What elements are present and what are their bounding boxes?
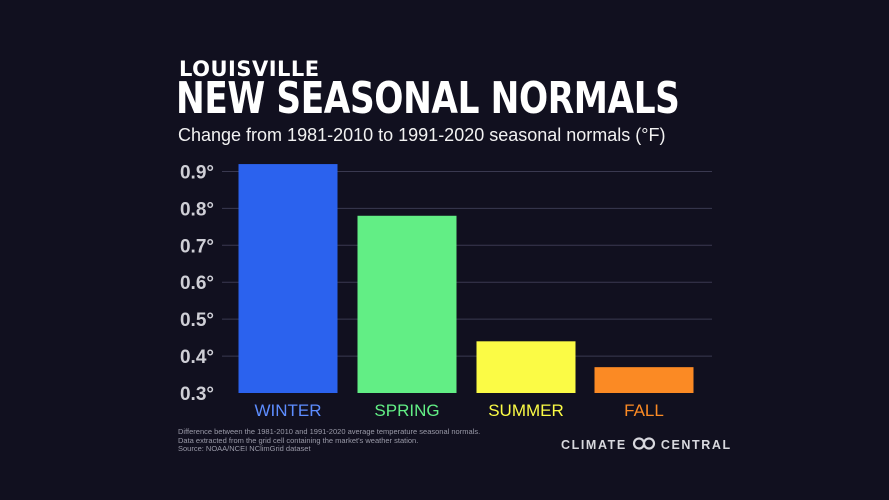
chart-title: NEW SEASONAL NORMALS [176,73,680,124]
y-tick-label: 0.3° [180,384,214,405]
bar-fall [594,367,694,393]
y-tick-label: 0.9° [180,162,214,183]
y-axis-ticks: 0.3° 0.4° 0.5° 0.6° 0.7° 0.8° 0.9° [180,162,214,405]
footnote-line: Difference between the 1981-2010 and 199… [178,427,481,436]
x-axis-labels: WINTER SPRING SUMMER FALL [254,401,663,420]
x-tick-label: SPRING [374,401,439,420]
x-tick-label: FALL [624,401,664,420]
bar-winter [238,164,338,393]
footnote-line: Data extracted from the grid cell contai… [178,435,419,445]
y-tick-label: 0.4° [180,347,214,368]
footnote-source: Source: NOAA/NCEI NClimGrid dataset [178,444,311,453]
bar-spring [357,215,457,393]
y-tick-label: 0.8° [180,199,214,220]
location-kicker: LOUISVILLE [179,57,320,81]
chart-subtitle: Change from 1981-2010 to 1991-2020 seaso… [178,125,666,145]
brand-word-left: CLIMATE [561,438,627,452]
climate-central-logo-icon [632,437,656,453]
bar-summer [476,341,576,393]
y-tick-label: 0.5° [180,310,214,331]
x-tick-label: WINTER [254,401,321,420]
bars [238,164,694,393]
climate-central-logo: CLIMATE CENTRAL [561,437,732,453]
x-tick-label: SUMMER [488,401,564,420]
y-tick-label: 0.7° [180,236,214,257]
y-tick-label: 0.6° [180,273,214,294]
footnote: Difference between the 1981-2010 and 199… [178,427,481,454]
brand-word-right: CENTRAL [660,438,732,452]
